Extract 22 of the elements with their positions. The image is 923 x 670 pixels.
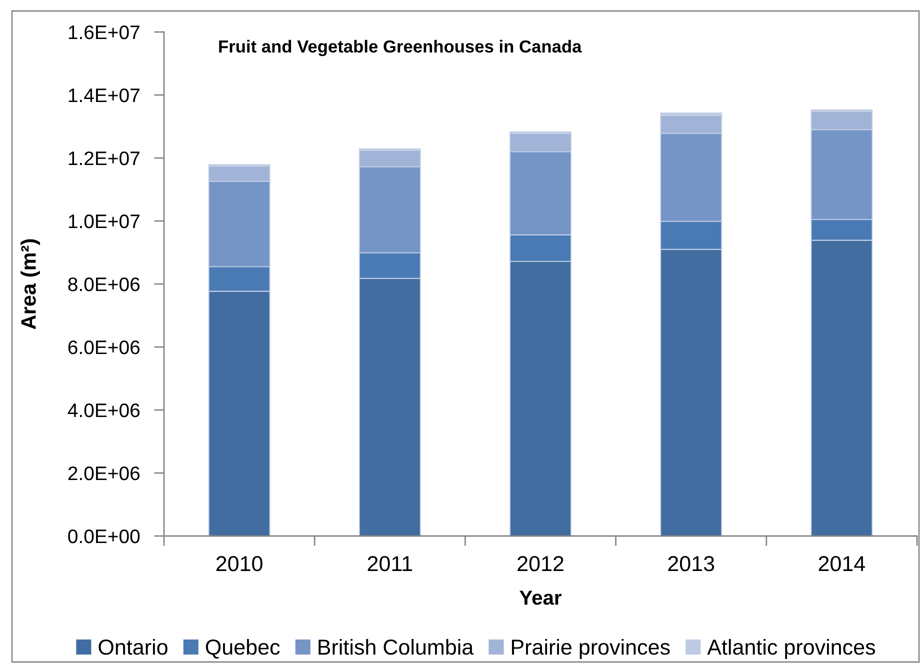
x-tick-label: 2013 [668, 556, 714, 572]
y-tick-label: 4.0E+06 [68, 403, 140, 418]
y-tick-label: 1.4E+07 [68, 88, 140, 102]
x-tick-label: 2010 [216, 556, 262, 572]
y-tick-label: 1.6E+07 [68, 25, 140, 40]
y-axis-title: Area (m²) [20, 239, 40, 330]
y-tick-label: 1.2E+07 [68, 151, 140, 166]
chart-title: Fruit and Vegetable Greenhouses in Canada [219, 40, 582, 56]
y-tick-label: 0.0E+00 [68, 529, 140, 544]
legend-label: British Columbia [318, 638, 474, 655]
legend-label: Ontario [98, 638, 168, 655]
x-tick-label: 2012 [518, 556, 564, 572]
y-tick-label: 6.0E+06 [68, 340, 140, 354]
x-tick-label: 2014 [818, 556, 866, 572]
y-tick-label: 1.0E+07 [68, 214, 140, 228]
x-tick-label: 2011 [368, 556, 412, 572]
y-tick-label: 2.0E+06 [68, 466, 140, 480]
legend-label: Quebec [206, 638, 280, 659]
y-tick-label: 8.0E+06 [68, 277, 140, 292]
legend-label: Atlantic provinces [707, 638, 876, 660]
legend-label: Prairie provinces [512, 638, 670, 660]
x-axis-title: Year [520, 590, 562, 605]
